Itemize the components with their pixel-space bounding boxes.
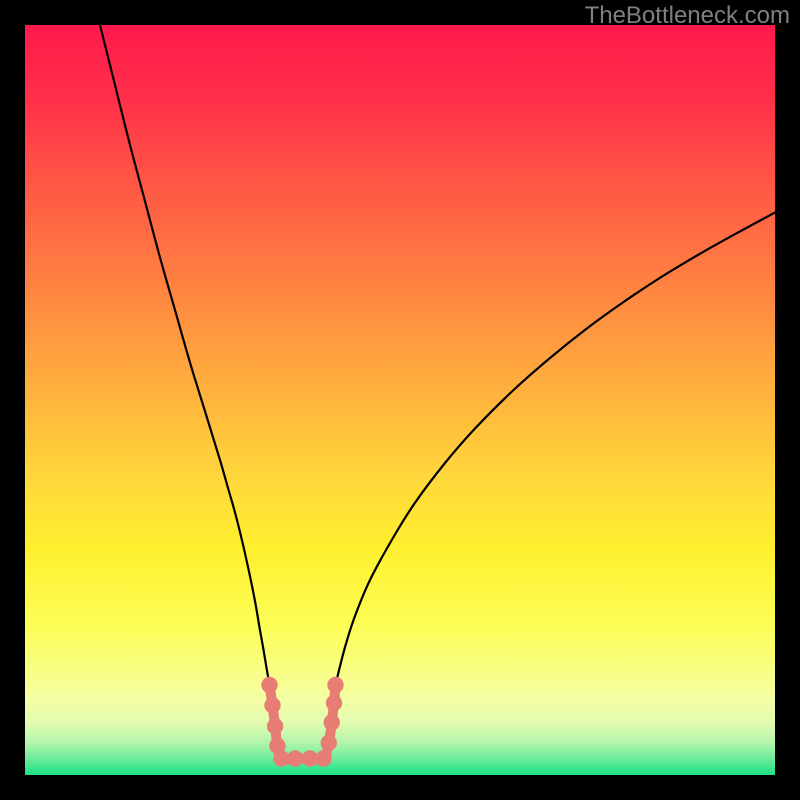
bottleneck-curve-chart: [25, 25, 775, 775]
watermark-text: TheBottleneck.com: [585, 2, 790, 30]
plot-area: [25, 25, 775, 775]
gradient-background: [25, 25, 775, 775]
